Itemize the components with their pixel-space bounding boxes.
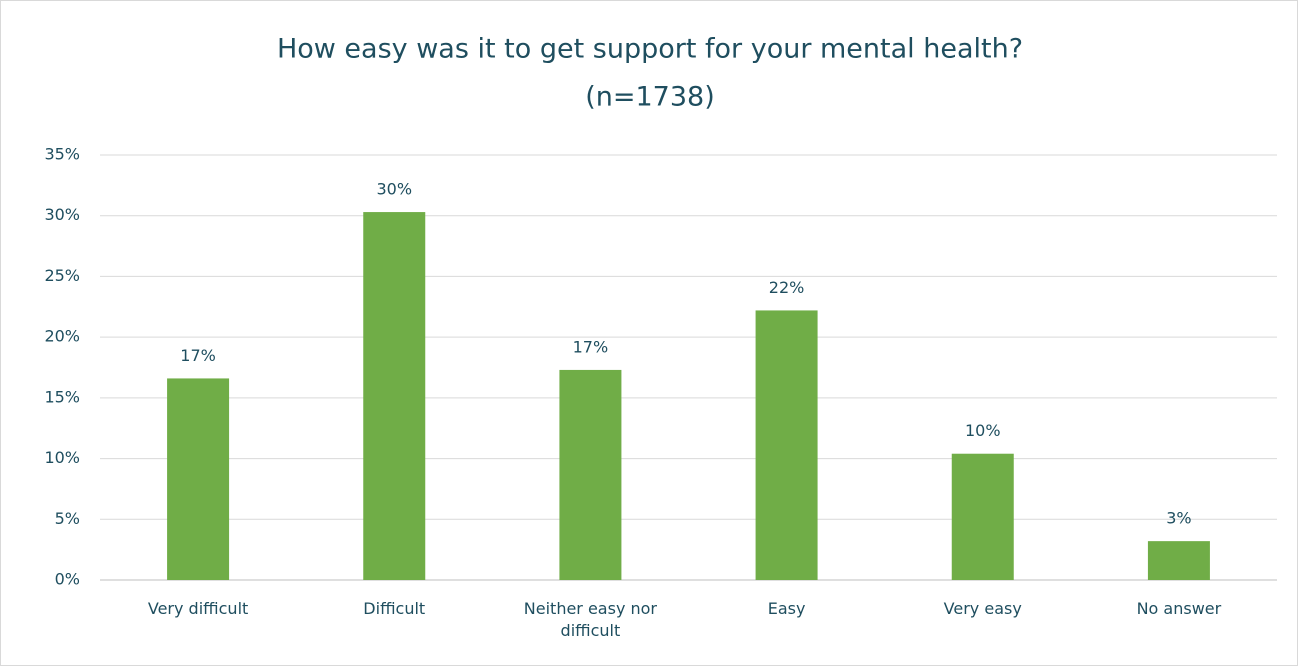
bar: [951, 453, 1014, 580]
value-label: 17%: [573, 337, 609, 356]
bar: [1147, 541, 1210, 580]
y-tick-label: 5%: [55, 509, 80, 528]
y-tick-label: 35%: [44, 145, 80, 164]
y-tick-label: 15%: [44, 387, 80, 406]
value-label: 22%: [769, 278, 805, 297]
y-tick-label: 25%: [44, 266, 80, 285]
x-tick-label: Neither easy nor difficult: [523, 599, 658, 640]
x-tick-label: Difficult: [363, 599, 426, 618]
x-tick-label: Very difficult: [147, 599, 249, 618]
value-label: 17%: [180, 346, 216, 365]
value-label: 10%: [965, 421, 1001, 440]
x-tick-label: Easy: [767, 599, 806, 618]
value-label: 30%: [376, 180, 412, 199]
y-tick-label: 0%: [55, 570, 80, 589]
y-tick-label: 20%: [44, 327, 80, 346]
chart-title: (n=1738): [585, 82, 715, 113]
y-tick-label: 30%: [44, 205, 80, 224]
x-tick-label: Very easy: [943, 599, 1022, 618]
bar: [363, 212, 426, 581]
bar: [755, 310, 818, 580]
value-label: 3%: [1166, 509, 1191, 528]
bar: [559, 369, 622, 580]
x-tick-label: No answer: [1136, 599, 1222, 618]
chart-title: How easy was it to get support for your …: [277, 34, 1023, 65]
y-tick-label: 10%: [44, 448, 80, 467]
bar: [167, 378, 230, 580]
